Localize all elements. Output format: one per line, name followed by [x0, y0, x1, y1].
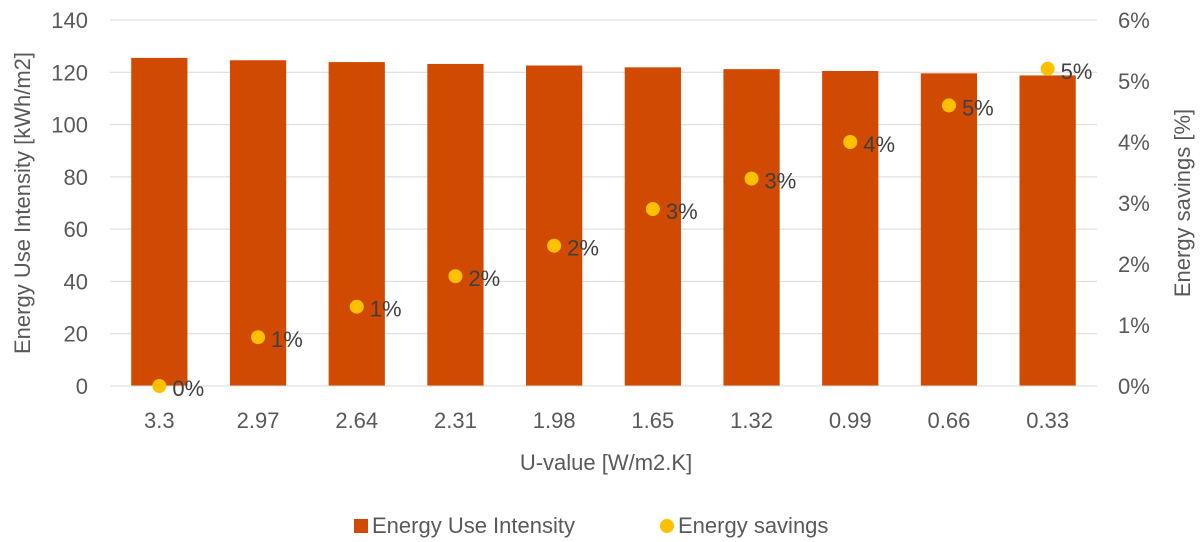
x-tick-label: 2.97	[237, 408, 280, 433]
y-tick-label: 0	[76, 374, 88, 399]
savings-point	[744, 171, 759, 186]
y-tick-label: 60	[64, 217, 88, 242]
savings-point	[843, 135, 858, 149]
y2-tick-label: 6%	[1118, 8, 1150, 33]
y-tick-label: 140	[51, 8, 88, 33]
savings-point	[645, 202, 660, 217]
savings-point	[448, 269, 463, 284]
x-tick-label: 2.64	[335, 408, 378, 433]
savings-data-label: 3%	[765, 169, 797, 194]
y2-axis-tick-labels: 0% 1% 2% 3% 4% 5% 6%	[1118, 8, 1150, 399]
y-tick-label: 40	[64, 269, 88, 294]
savings-point	[251, 330, 266, 345]
x-tick-label: 1.98	[533, 408, 576, 433]
savings-data-labels: 0% 1% 1% 2% 2% 3% 3% 4% 5% 5%	[172, 59, 1092, 401]
savings-series	[152, 61, 1055, 393]
savings-data-label: 4%	[863, 132, 895, 157]
x-tick-label: 1.65	[631, 408, 674, 433]
bar	[920, 73, 978, 387]
x-tick-label: 1.32	[730, 408, 773, 433]
bar	[427, 63, 484, 387]
bar	[526, 65, 583, 386]
legend-swatch-energy-savings	[660, 519, 674, 533]
x-axis-title: U-value [W/m2.K]	[520, 450, 692, 475]
savings-data-label: 5%	[962, 95, 994, 120]
legend-label-energy-savings: Energy savings	[678, 513, 828, 538]
legend: Energy Use Intensity Energy savings	[354, 513, 828, 538]
legend-label-energy-use-intensity: Energy Use Intensity	[372, 513, 575, 538]
y-tick-label: 80	[64, 165, 88, 190]
bar	[822, 70, 879, 386]
x-tick-label: 0.66	[928, 408, 971, 433]
x-tick-label: 0.33	[1026, 408, 1069, 433]
y2-axis-title: Energy savings [%]	[1170, 109, 1195, 297]
y-tick-label: 100	[51, 113, 88, 138]
y2-tick-label: 0%	[1118, 374, 1150, 399]
x-tick-label: 2.31	[434, 408, 477, 433]
x-tick-label: 3.3	[144, 408, 175, 433]
savings-point	[152, 379, 167, 393]
savings-data-label: 2%	[567, 236, 599, 261]
y-axis-title: Energy Use Intensity [kWh/m2]	[10, 52, 35, 354]
y2-tick-label: 4%	[1118, 130, 1150, 155]
bar	[1019, 75, 1076, 387]
savings-data-label: 1%	[370, 297, 402, 322]
bar	[723, 69, 780, 387]
y2-tick-label: 2%	[1118, 252, 1150, 277]
savings-point	[1040, 61, 1055, 76]
y2-tick-label: 1%	[1118, 313, 1150, 338]
y-axis-tick-labels: 0 20 40 60 80 100 120 140	[51, 8, 88, 399]
bar	[624, 67, 681, 386]
bar-series	[131, 57, 1076, 387]
savings-point	[349, 299, 364, 314]
savings-point	[547, 238, 562, 253]
y2-tick-label: 3%	[1118, 191, 1150, 216]
savings-data-label: 3%	[666, 199, 698, 224]
savings-data-label: 0%	[172, 376, 204, 401]
bar	[131, 57, 188, 387]
y-tick-label: 120	[51, 60, 88, 85]
x-axis-tick-labels: 3.3 2.97 2.64 2.31 1.98 1.65 1.32 0.99 0.66 0.33	[144, 408, 1069, 433]
y-tick-label: 20	[64, 322, 88, 347]
savings-data-label: 5%	[1061, 59, 1093, 84]
bar	[328, 62, 385, 387]
savings-point	[941, 98, 956, 113]
savings-data-label: 2%	[468, 266, 500, 291]
x-tick-label: 0.99	[829, 408, 872, 433]
savings-data-label: 1%	[271, 327, 303, 352]
y2-tick-label: 5%	[1118, 69, 1150, 94]
legend-swatch-energy-use-intensity	[354, 519, 368, 533]
